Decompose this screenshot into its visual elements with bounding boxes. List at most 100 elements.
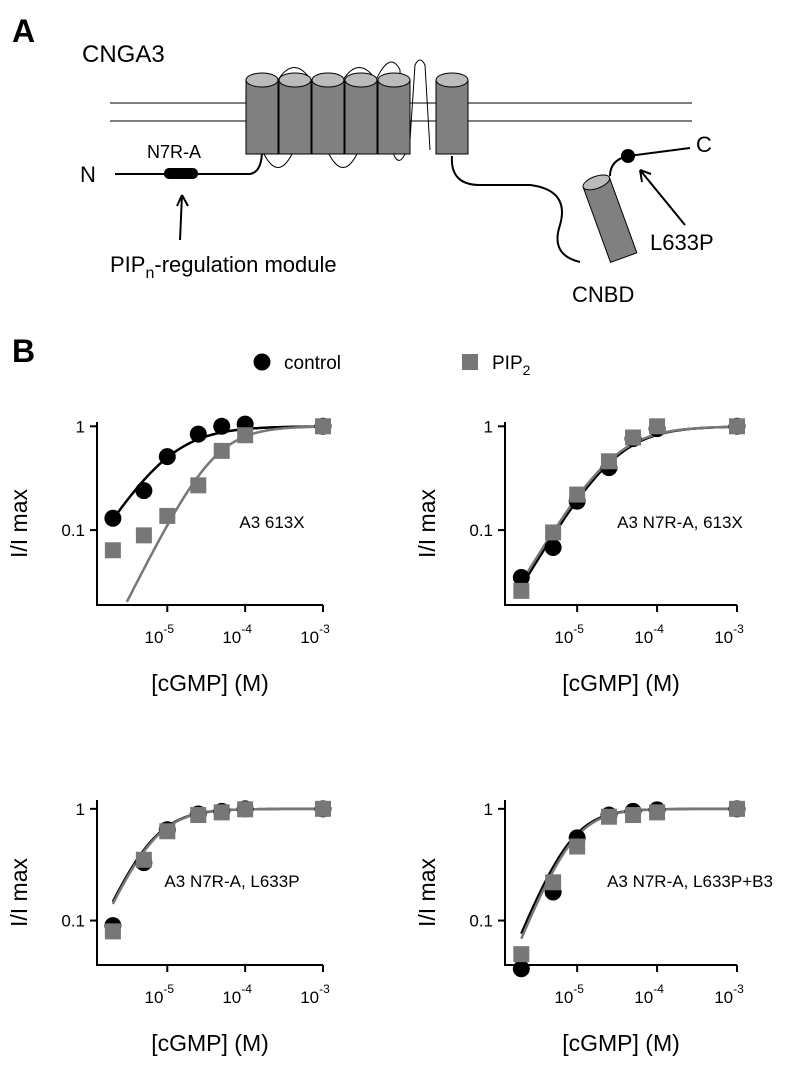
x-tick-label: 10-5 (145, 982, 175, 1007)
fit-curve (111, 425, 323, 521)
marker-square (625, 807, 642, 824)
axes (504, 422, 737, 606)
helices (245, 72, 469, 155)
x-tick-label: 10-4 (634, 622, 664, 647)
x-tick-label: 10-4 (222, 622, 252, 647)
loop (261, 59, 431, 168)
x-tick-label: 10-4 (222, 982, 252, 1007)
marker-circle (135, 482, 153, 500)
marker-square (462, 354, 478, 370)
marker-square (729, 800, 745, 817)
marker-square (315, 800, 331, 817)
marker-square (135, 527, 152, 544)
marker-square (649, 804, 666, 821)
mutation-label: N7R-A (147, 142, 201, 162)
marker-square (159, 823, 176, 840)
marker-circle (544, 539, 562, 557)
marker-circle (512, 568, 530, 586)
plot: 0.1 1 10-5 10-4 10-3 [cGMP] (M) I/I max A3 N7R-… (414, 800, 773, 1056)
plot: 0.1 1 10-5 10-4 10-3 [cGMP] (M) I/I max A3 N7R-… (6, 800, 332, 1056)
y-axis-label: I/I max (414, 488, 440, 558)
fit-curve (520, 425, 737, 587)
annotation: A3 613X (239, 513, 304, 532)
y-tick-label: 1 (484, 417, 493, 436)
marker-square (213, 804, 230, 821)
legend: control PIP2 (253, 353, 531, 378)
x-tick-label: 10-5 (554, 622, 584, 647)
x-tick-label: 10-3 (300, 982, 330, 1007)
marker-square (237, 801, 254, 818)
fit-curve (520, 425, 738, 584)
channel-diagram: CNGA3 N N7R-A PIPn-regulation module C L… (80, 41, 714, 307)
x-tick-label: 10-5 (554, 982, 584, 1007)
x-axis-label: [cGMP] (M) (151, 670, 269, 696)
marker-square (104, 923, 121, 940)
marker-square (190, 477, 207, 494)
y-tick-label: 0.1 (61, 521, 85, 540)
plot: 0.1 1 10-5 10-4 10-3 [cGMP] (M) I/I max A3 613X (6, 415, 332, 696)
marker-circle (104, 509, 122, 527)
y-tick-label: 0.1 (61, 912, 85, 931)
marker-circle (213, 417, 231, 435)
point-mutation-label: L633P (650, 230, 714, 255)
x-tick-label: 10-4 (634, 982, 664, 1007)
y-tick-label: 1 (76, 417, 85, 436)
x-tick-label: 10-3 (714, 622, 744, 647)
marker-square (600, 808, 617, 825)
marker-square (237, 427, 254, 444)
y-tick-label: 1 (484, 800, 493, 819)
annotation: A3 N7R-A, 613X (617, 513, 743, 532)
panel-label: A (12, 13, 35, 49)
plot: 0.1 1 10-5 10-4 10-3 [cGMP] (M) I/I max A3 N7R-… (414, 417, 746, 696)
marker-square (513, 582, 530, 599)
marker-square (315, 418, 331, 435)
marker-circle (512, 960, 530, 978)
module-label: PIPn-regulation module (110, 252, 337, 282)
y-tick-label: 1 (76, 800, 85, 819)
cnbd-helix (582, 174, 638, 264)
n-terminus: N (80, 162, 96, 187)
axes (96, 422, 323, 606)
marker-square (159, 507, 176, 524)
y-tick-label: 0.1 (469, 912, 493, 931)
c-terminus: C (696, 132, 712, 157)
legend-label: control (284, 353, 341, 374)
annotation: A3 N7R-A, L633P+B3 (607, 872, 773, 891)
y-axis-label: I/I max (6, 488, 32, 558)
x-tick-label: 10-3 (714, 982, 744, 1007)
arrow (176, 169, 686, 241)
marker-square (569, 838, 586, 855)
annotation: A3 N7R-A, L633P (164, 872, 299, 891)
y-tick-label: 0.1 (469, 521, 493, 540)
marker-square (135, 851, 152, 868)
diagram-title: CNGA3 (82, 41, 165, 68)
marker-circle (158, 448, 176, 466)
module-box (164, 168, 198, 179)
axes (504, 800, 737, 966)
marker-square (649, 418, 666, 435)
y-axis-label: I/I max (414, 857, 440, 927)
marker-square (729, 418, 745, 435)
marker-square (545, 524, 562, 541)
x-axis-label: [cGMP] (M) (562, 670, 680, 696)
marker-square (104, 542, 121, 559)
marker-square (569, 486, 586, 503)
legend-label: PIP2 (492, 353, 531, 378)
marker-square (600, 453, 617, 470)
domain-label: CNBD (572, 282, 634, 307)
x-axis-label: [cGMP] (M) (151, 1030, 269, 1056)
panel-label: B (12, 333, 35, 369)
x-tick-label: 10-5 (145, 622, 175, 647)
x-axis-label: [cGMP] (M) (562, 1030, 680, 1056)
marker-square (625, 429, 642, 446)
mutation-site (621, 149, 635, 163)
marker-square (213, 442, 230, 459)
marker-square (513, 946, 530, 963)
axes (96, 800, 323, 966)
marker-square (545, 874, 562, 891)
marker-circle (253, 353, 271, 371)
y-axis-label: I/I max (6, 857, 32, 927)
marker-square (190, 807, 207, 824)
marker-circle (189, 425, 207, 443)
